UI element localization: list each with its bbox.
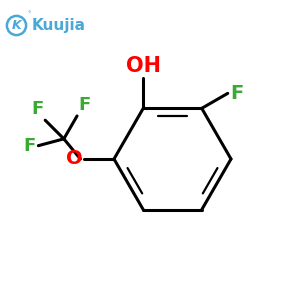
Text: °: °: [28, 11, 31, 17]
Text: F: F: [231, 84, 244, 103]
Text: OH: OH: [126, 56, 161, 76]
Text: Kuujia: Kuujia: [32, 18, 86, 33]
Text: F: F: [24, 137, 36, 155]
Text: F: F: [32, 100, 44, 118]
Text: K: K: [12, 19, 21, 32]
Text: F: F: [79, 96, 91, 114]
Text: O: O: [66, 149, 82, 168]
